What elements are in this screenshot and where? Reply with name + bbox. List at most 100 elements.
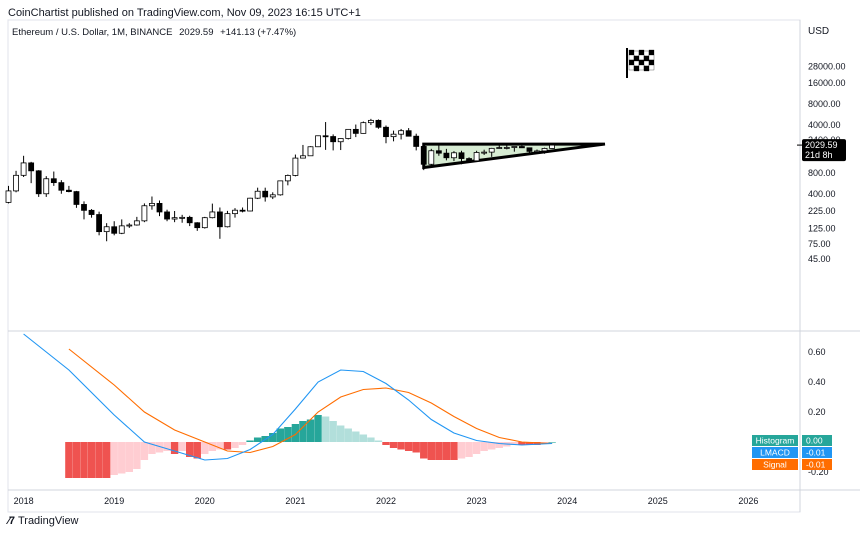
candle <box>35 170 42 195</box>
histogram-bar <box>201 442 209 454</box>
histogram-bar <box>231 442 239 448</box>
candle <box>420 146 427 165</box>
histogram-bar <box>163 442 171 451</box>
flag-square <box>628 54 635 61</box>
candle <box>511 146 518 148</box>
candle <box>96 214 102 233</box>
candle <box>201 217 208 229</box>
candle <box>292 157 299 176</box>
candle <box>179 216 186 219</box>
histogram-bar <box>125 442 133 472</box>
candle <box>315 135 321 148</box>
histogram-bar <box>435 442 443 460</box>
histogram-bar <box>465 442 473 457</box>
candle <box>383 126 389 138</box>
price-tick-label: 400.00 <box>808 189 836 199</box>
candle <box>126 224 133 227</box>
histogram-bar <box>306 419 315 442</box>
histogram-bar <box>186 442 194 457</box>
candle <box>247 197 254 212</box>
histogram-bar <box>87 442 96 478</box>
histogram-bar <box>337 425 345 442</box>
candle <box>352 128 359 134</box>
histogram-bar <box>253 437 262 442</box>
candle <box>20 162 27 176</box>
flag-square <box>633 60 640 67</box>
candle <box>141 205 148 222</box>
price-tick-label: 28000.00 <box>808 61 846 71</box>
candle <box>232 209 238 215</box>
indicator-value-tag <box>802 435 832 446</box>
histogram-bar <box>518 442 526 445</box>
histogram-bar <box>548 442 556 443</box>
candle <box>300 155 306 159</box>
histogram-bar <box>404 442 413 451</box>
histogram-bar <box>216 442 224 450</box>
histogram-bar <box>374 440 383 442</box>
price-tick-label: 225.00 <box>808 206 836 216</box>
candle <box>118 225 125 234</box>
histogram-bar <box>344 428 352 442</box>
flag-square <box>648 64 655 71</box>
histogram-bar <box>102 442 111 478</box>
candle <box>443 152 450 159</box>
histogram-bar <box>389 442 398 448</box>
candle <box>284 175 291 182</box>
histogram-bar <box>510 442 519 445</box>
candle <box>13 174 19 192</box>
candle <box>239 209 246 212</box>
indicator-tick-label: 0.40 <box>808 377 826 387</box>
histogram-bar <box>488 442 496 450</box>
histogram-bar <box>525 442 534 445</box>
time-axis-label: 2023 <box>467 496 487 506</box>
candle <box>519 146 525 149</box>
flag-square <box>643 50 650 57</box>
indicator-name-tag <box>752 459 798 470</box>
histogram-bar <box>457 442 466 459</box>
brand-name: TradingView <box>17 515 79 527</box>
histogram-bar <box>276 428 284 442</box>
histogram-bar <box>397 442 405 450</box>
flag-square <box>633 50 640 57</box>
histogram-bar <box>533 442 541 445</box>
symbol-name[interactable]: Ethereum / U.S. Dollar, 1M, BINANCE <box>12 27 173 38</box>
candle <box>330 136 337 143</box>
candle <box>488 147 495 153</box>
candle <box>5 190 12 203</box>
indicator-name-tag <box>752 447 798 458</box>
currency-label[interactable]: USD <box>808 26 830 37</box>
candle <box>269 194 276 198</box>
indicator-name: Histogram <box>756 436 795 446</box>
candle <box>88 209 95 215</box>
indicator-tick-label: 0.60 <box>808 347 826 357</box>
time-axis-label: 2018 <box>14 496 34 506</box>
candle <box>337 138 344 143</box>
flag-square <box>643 60 650 67</box>
candle <box>413 135 420 147</box>
candle <box>466 158 472 162</box>
histogram-bar <box>269 433 277 442</box>
histogram-bar <box>329 421 337 442</box>
candle <box>534 150 540 153</box>
histogram-bar <box>352 431 360 442</box>
indicator-name: LMACD <box>760 448 790 458</box>
candle <box>254 190 261 199</box>
histogram-bar <box>208 442 217 451</box>
histogram-bar <box>80 442 88 478</box>
flag-square <box>648 49 655 56</box>
current-price-value: 2029.59 <box>805 140 838 150</box>
indicator-name-tag <box>752 435 798 446</box>
candle <box>133 220 140 226</box>
flag-square <box>628 59 635 66</box>
candle <box>458 152 465 159</box>
time-axis-label: 2025 <box>648 496 668 506</box>
footer-brand[interactable]: ⁄7 TradingView <box>8 515 79 527</box>
candle <box>360 122 367 134</box>
candle <box>164 211 170 220</box>
histogram-bar <box>450 442 458 460</box>
histogram-bar <box>420 442 428 459</box>
flag-pole <box>626 48 628 78</box>
histogram-bar <box>427 442 435 460</box>
histogram-bar <box>284 427 292 442</box>
